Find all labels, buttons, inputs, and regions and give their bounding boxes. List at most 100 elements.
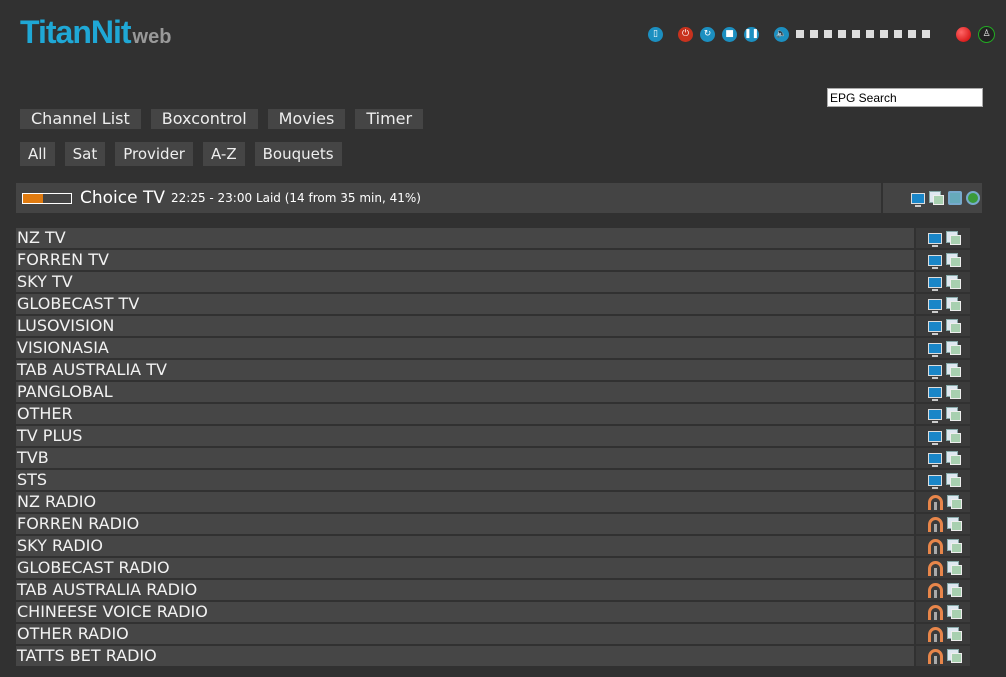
restart-icon[interactable]: ↻	[700, 26, 715, 42]
tv-icon[interactable]	[911, 192, 925, 207]
channel-name[interactable]: SKY RADIO	[16, 536, 914, 556]
channel-name[interactable]: STS	[16, 470, 914, 490]
stop-icon[interactable]: ■	[722, 26, 737, 42]
epg-icon[interactable]	[947, 627, 962, 641]
channel-name[interactable]: FORREN TV	[16, 250, 914, 270]
epg-icon[interactable]	[946, 451, 961, 465]
signal-icon[interactable]: ♙	[978, 25, 995, 43]
radio-icon[interactable]	[928, 604, 943, 620]
filter-provider[interactable]: Provider	[115, 142, 193, 166]
filter-a-z[interactable]: A-Z	[202, 142, 245, 166]
channel-row[interactable]: LUSOVISION	[16, 316, 970, 336]
tv-icon[interactable]	[928, 342, 942, 357]
filter-all[interactable]: All	[20, 142, 55, 166]
channel-name[interactable]: TAB AUSTRALIA TV	[16, 360, 914, 380]
channel-name[interactable]: GLOBECAST RADIO	[16, 558, 914, 578]
channel-row[interactable]: SKY TV	[16, 272, 970, 292]
radio-icon[interactable]	[928, 582, 943, 598]
epg-icon[interactable]	[947, 583, 962, 597]
tv-icon[interactable]	[928, 364, 942, 379]
epg-icon[interactable]	[929, 191, 944, 205]
tv-icon[interactable]	[928, 298, 942, 313]
nav-channel-list[interactable]: Channel List	[20, 109, 141, 129]
channel-name[interactable]: TV PLUS	[16, 426, 914, 446]
volume-slider[interactable]	[796, 30, 936, 38]
channel-row[interactable]: SKY RADIO	[16, 536, 970, 556]
stream-icon[interactable]	[948, 191, 962, 205]
epg-icon[interactable]	[946, 297, 961, 311]
radio-icon[interactable]	[928, 538, 943, 554]
radio-icon[interactable]	[928, 648, 943, 664]
epg-icon[interactable]	[946, 385, 961, 399]
epg-icon[interactable]	[946, 363, 961, 377]
radio-icon[interactable]	[928, 494, 943, 510]
tv-icon[interactable]	[928, 452, 942, 467]
channel-name[interactable]: CHINEESE VOICE RADIO	[16, 602, 914, 622]
epg-icon[interactable]	[946, 407, 961, 421]
volume-step[interactable]	[880, 30, 888, 38]
channel-name[interactable]: PANGLOBAL	[16, 382, 914, 402]
epg-icon[interactable]	[946, 275, 961, 289]
volume-step[interactable]	[894, 30, 902, 38]
tv-icon[interactable]	[928, 254, 942, 269]
tv-icon[interactable]	[928, 386, 942, 401]
epg-icon[interactable]	[946, 341, 961, 355]
pause-icon[interactable]: ❚❚	[744, 26, 759, 42]
channel-row[interactable]: OTHER RADIO	[16, 624, 970, 644]
volume-step[interactable]	[796, 30, 804, 38]
volume-icon[interactable]: 🔈	[774, 26, 789, 42]
record-icon[interactable]	[956, 26, 971, 42]
channel-row[interactable]: NZ TV	[16, 228, 970, 248]
epg-icon[interactable]	[946, 319, 961, 333]
channel-row[interactable]: STS	[16, 470, 970, 490]
channel-row[interactable]: GLOBECAST RADIO	[16, 558, 970, 578]
channel-row[interactable]: TAB AUSTRALIA TV	[16, 360, 970, 380]
channel-row[interactable]: OTHER	[16, 404, 970, 424]
epg-icon[interactable]	[947, 561, 962, 575]
channel-name[interactable]: NZ TV	[16, 228, 914, 248]
channel-row[interactable]: TATTS BET RADIO	[16, 646, 970, 666]
tv-icon[interactable]	[928, 232, 942, 247]
channel-name[interactable]: FORREN RADIO	[16, 514, 914, 534]
volume-step[interactable]	[838, 30, 846, 38]
volume-step[interactable]	[810, 30, 818, 38]
tv-icon[interactable]	[928, 408, 942, 423]
nav-timer[interactable]: Timer	[355, 109, 424, 129]
channel-row[interactable]: TV PLUS	[16, 426, 970, 446]
epg-icon[interactable]	[946, 253, 961, 267]
channel-name[interactable]: LUSOVISION	[16, 316, 914, 336]
volume-step[interactable]	[908, 30, 916, 38]
channel-name[interactable]: NZ RADIO	[16, 492, 914, 512]
volume-step[interactable]	[824, 30, 832, 38]
epg-icon[interactable]	[946, 429, 961, 443]
channel-name[interactable]: OTHER RADIO	[16, 624, 914, 644]
channel-name[interactable]: GLOBECAST TV	[16, 294, 914, 314]
epg-icon[interactable]	[946, 473, 961, 487]
channel-row[interactable]: PANGLOBAL	[16, 382, 970, 402]
channel-row[interactable]: CHINEESE VOICE RADIO	[16, 602, 970, 622]
volume-step[interactable]	[866, 30, 874, 38]
channel-name[interactable]: TAB AUSTRALIA RADIO	[16, 580, 914, 600]
epg-search-input[interactable]	[827, 88, 983, 107]
channel-row[interactable]: FORREN TV	[16, 250, 970, 270]
radio-icon[interactable]	[928, 560, 943, 576]
tv-icon[interactable]	[928, 430, 942, 445]
channel-name[interactable]: TATTS BET RADIO	[16, 646, 914, 666]
epg-icon[interactable]	[947, 649, 962, 663]
epg-icon[interactable]	[947, 517, 962, 531]
tv-icon[interactable]	[928, 474, 942, 489]
radio-icon[interactable]	[928, 516, 943, 532]
filter-sat[interactable]: Sat	[64, 142, 106, 166]
channel-row[interactable]: TVB	[16, 448, 970, 468]
channel-row[interactable]: FORREN RADIO	[16, 514, 970, 534]
channel-row[interactable]: NZ RADIO	[16, 492, 970, 512]
tv-icon[interactable]	[928, 276, 942, 291]
filter-bouquets[interactable]: Bouquets	[254, 142, 342, 166]
epg-icon[interactable]	[947, 495, 962, 509]
nav-boxcontrol[interactable]: Boxcontrol	[150, 109, 258, 129]
channel-name[interactable]: VISIONASIA	[16, 338, 914, 358]
channel-name[interactable]: OTHER	[16, 404, 914, 424]
channel-row[interactable]: VISIONASIA	[16, 338, 970, 358]
channel-row[interactable]: TAB AUSTRALIA RADIO	[16, 580, 970, 600]
channel-name[interactable]: TVB	[16, 448, 914, 468]
